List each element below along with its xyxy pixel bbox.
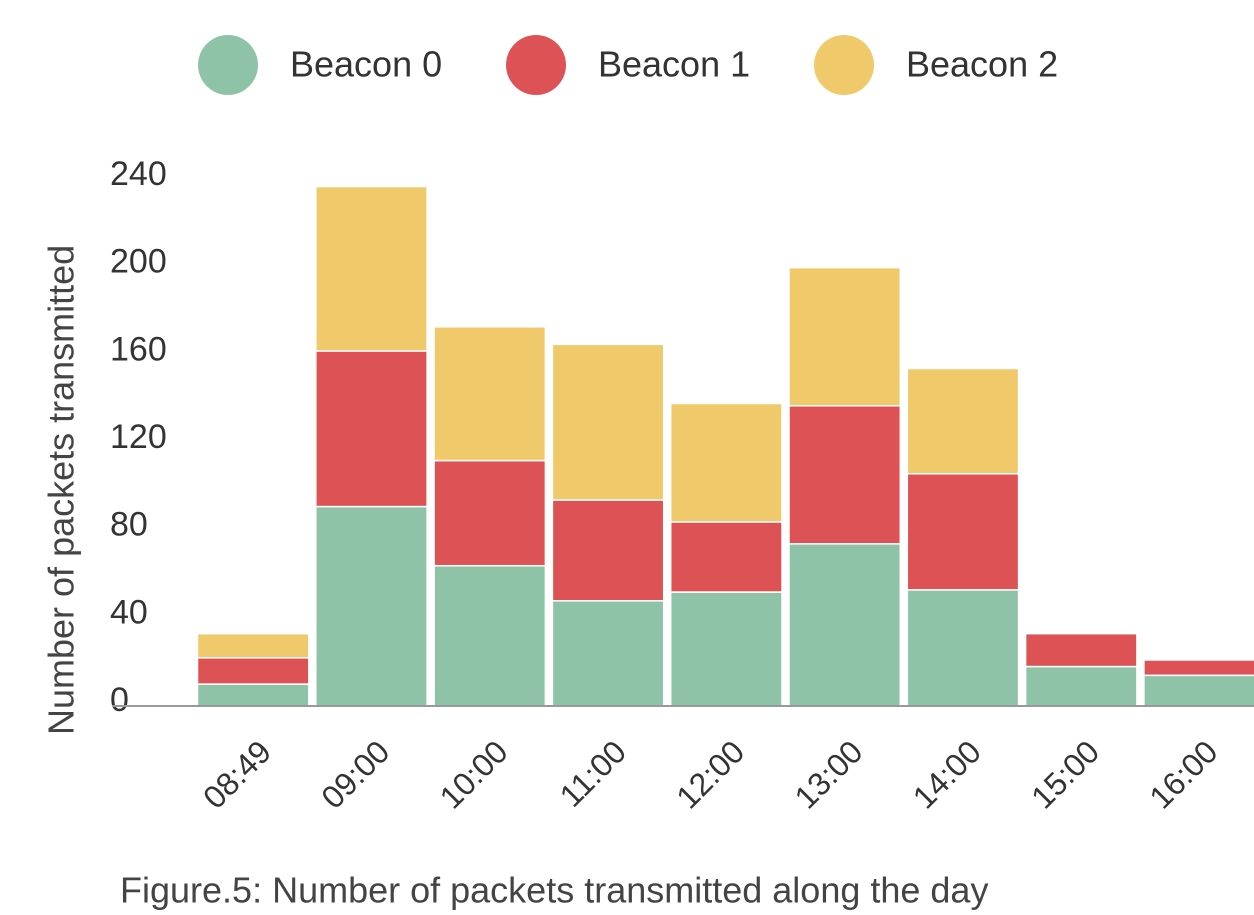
bar-segment <box>906 589 1020 707</box>
x-tick-label: 09:00 <box>314 733 396 815</box>
bar-segment <box>1024 632 1138 668</box>
bar-segment <box>1143 674 1254 707</box>
x-tick-label: 14:00 <box>906 733 988 815</box>
x-tick-label: 15:00 <box>1024 733 1106 815</box>
bar-segment <box>788 543 902 707</box>
y-tick-label: 40 <box>110 593 148 631</box>
legend-swatch <box>198 35 258 95</box>
y-tick-label: 0 <box>110 681 129 719</box>
bar-segment <box>196 632 310 659</box>
y-tick-label: 80 <box>110 506 148 544</box>
y-tick-label: 120 <box>110 418 167 456</box>
x-tick-label: 16:00 <box>1142 733 1224 815</box>
bar-segment <box>196 657 310 685</box>
bar-segment <box>551 499 665 602</box>
bar-segment <box>669 521 783 593</box>
bar-segment <box>551 600 665 707</box>
y-tick-label: 240 <box>110 155 167 193</box>
caption: Figure.5: Number of packets transmitted … <box>120 870 988 911</box>
x-tick-label: 11:00 <box>553 733 633 813</box>
legend-swatch <box>814 35 874 95</box>
bar-segment <box>196 683 310 707</box>
bar-segment <box>669 402 783 523</box>
x-tick-label: 12:00 <box>669 733 751 815</box>
x-tick-label: 10:00 <box>433 733 515 815</box>
bar-segment <box>906 472 1020 591</box>
y-axis-label: Number of packets transmitted <box>41 245 82 735</box>
y-tick-label: 160 <box>110 330 167 368</box>
bar-segment <box>315 185 428 352</box>
legend-label: Beacon 1 <box>598 44 750 85</box>
legend-swatch <box>506 35 566 95</box>
legend-label: Beacon 0 <box>290 44 442 85</box>
bar-segment <box>906 367 1020 475</box>
bar-segment <box>315 505 428 707</box>
bar-segment <box>433 459 547 567</box>
legend-label: Beacon 2 <box>906 44 1058 85</box>
x-tick-label: 13:00 <box>787 733 869 815</box>
bar-segment <box>551 343 665 501</box>
bar-segment <box>1024 665 1138 707</box>
bar-segment <box>315 350 428 508</box>
y-tick-label: 200 <box>110 243 167 281</box>
bar-segment <box>433 564 547 707</box>
y-label-group: Number of packets transmitted <box>41 245 82 735</box>
bar-segment <box>788 404 902 545</box>
x-tick-label: 08:49 <box>196 733 278 815</box>
bar-segment <box>433 326 547 462</box>
bar-segment <box>788 266 902 407</box>
bar-segment <box>1143 659 1254 677</box>
bar-segment <box>669 591 783 707</box>
